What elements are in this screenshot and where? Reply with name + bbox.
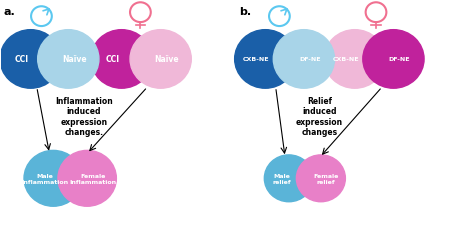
Text: Naïve: Naïve (155, 55, 179, 64)
Circle shape (0, 31, 61, 89)
Circle shape (264, 155, 313, 202)
Text: b.: b. (239, 7, 252, 17)
Circle shape (235, 31, 296, 89)
Text: CXB-NE: CXB-NE (332, 57, 359, 62)
Text: CCI: CCI (105, 55, 119, 64)
Circle shape (363, 31, 424, 89)
Text: Naïve: Naïve (62, 55, 87, 64)
Text: Inflammation
induced
expression
changes.: Inflammation induced expression changes. (55, 96, 113, 136)
Text: DF-NE: DF-NE (389, 57, 410, 62)
Circle shape (296, 155, 346, 202)
Circle shape (37, 31, 99, 89)
Text: Male
relief: Male relief (272, 173, 291, 184)
Circle shape (273, 31, 335, 89)
Circle shape (58, 151, 117, 206)
Circle shape (24, 151, 82, 206)
Text: Relief
induced
expression
changes: Relief induced expression changes (296, 96, 343, 136)
Text: Male
Inflammation: Male Inflammation (21, 173, 68, 184)
Text: Female
relief: Female relief (313, 173, 338, 184)
Circle shape (130, 31, 191, 89)
Text: CXB-NE: CXB-NE (243, 57, 269, 62)
Text: Female
Inflammation: Female Inflammation (69, 173, 117, 184)
Circle shape (91, 31, 152, 89)
Text: CCI: CCI (14, 55, 28, 64)
Text: a.: a. (4, 7, 16, 17)
Circle shape (324, 31, 385, 89)
Text: DF-NE: DF-NE (299, 57, 321, 62)
